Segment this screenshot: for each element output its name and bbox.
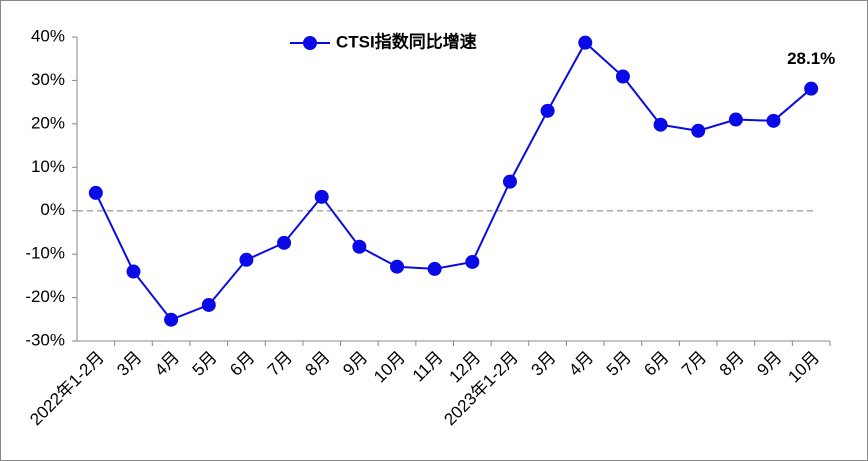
y-tick-label: 0% [40,200,65,219]
marker [201,297,216,312]
y-tick-label: 30% [31,70,65,89]
marker [427,261,442,276]
y-tick-label: -30% [25,330,65,349]
marker [578,35,593,50]
marker [352,239,367,254]
marker [804,81,819,96]
marker [465,254,480,269]
marker [164,312,179,327]
marker [653,117,668,132]
y-tick-label: 10% [31,157,65,176]
marker [502,174,517,189]
value-label: 28.1% [787,49,835,68]
marker [277,235,292,250]
marker [239,252,254,267]
marker [766,113,781,128]
y-tick-label: -10% [25,244,65,263]
y-tick-label: 40% [31,26,65,45]
marker [126,264,141,279]
marker [540,103,555,118]
marker [314,189,329,204]
marker [88,185,103,200]
marker [728,112,743,127]
marker [615,69,630,84]
y-tick-label: -20% [25,287,65,306]
marker [390,259,405,274]
legend-label: CTSI指数同比增速 [336,31,477,51]
marker [691,123,706,138]
y-tick-label: 20% [31,113,65,132]
legend-marker [303,36,317,50]
